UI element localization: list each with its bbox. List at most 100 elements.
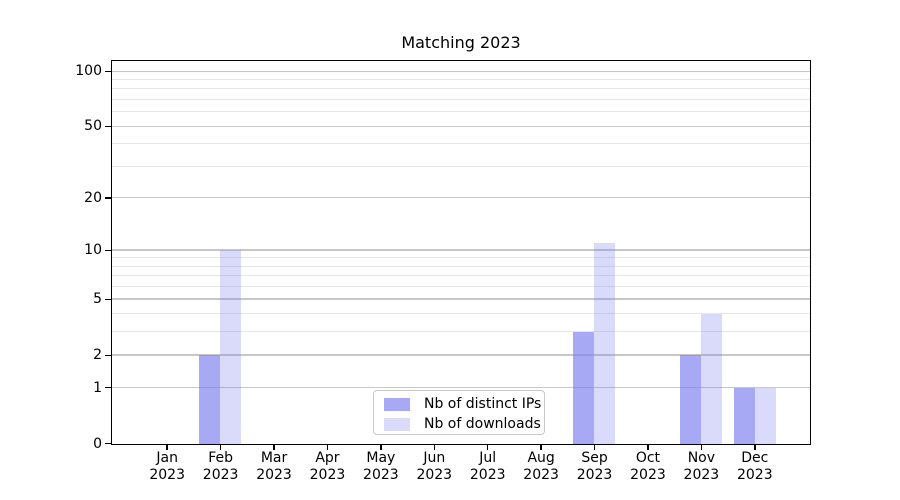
gridline-major	[112, 70, 810, 72]
legend-label-distinct-ips: Nb of distinct IPs	[424, 396, 542, 412]
y-tick-label: 1	[93, 379, 102, 396]
legend-swatch-distinct-ips	[384, 397, 410, 411]
x-tick-year: 2023	[416, 467, 453, 483]
y-tick-label: 10	[84, 242, 102, 259]
gridline-major	[112, 125, 810, 127]
legend-label-downloads: Nb of downloads	[424, 416, 541, 432]
x-tick-mark	[593, 445, 596, 450]
x-tick-year: 2023	[523, 467, 559, 483]
x-tick-label: Jun 2023	[394, 450, 474, 484]
x-tick-label: Sep 2023	[555, 450, 635, 484]
y-tick-label: 2	[93, 347, 102, 364]
x-tick-mark	[380, 445, 382, 450]
y-tick-mark	[105, 443, 111, 445]
x-tick-mark	[273, 445, 275, 450]
x-tick-month: May	[366, 450, 396, 466]
x-tick-month: Apr	[315, 450, 340, 466]
bar-nb-of-distinct-ips	[199, 354, 221, 444]
gridline-minor	[112, 88, 810, 90]
gridline-major	[112, 298, 810, 300]
bar-nb-of-downloads	[594, 243, 616, 444]
x-tick-mark	[700, 445, 703, 450]
x-tick-mark	[219, 445, 222, 450]
x-tick-month: Aug	[527, 450, 555, 466]
x-tick-month: Mar	[260, 450, 288, 466]
y-tick-label: 20	[84, 190, 102, 207]
y-tick-mark	[105, 354, 111, 356]
plot-area	[111, 60, 811, 445]
x-tick-label: Oct 2023	[608, 450, 688, 484]
x-tick-label: May 2023	[341, 450, 421, 484]
gridline-major	[112, 197, 810, 199]
y-tick-label: 0	[93, 435, 102, 452]
x-tick-year: 2023	[469, 467, 506, 483]
x-tick-label: Feb 2023	[181, 450, 261, 484]
x-tick-mark	[754, 445, 756, 450]
gridline-major	[112, 387, 810, 389]
x-tick-label: Jul 2023	[448, 450, 528, 484]
x-tick-month: Feb	[208, 450, 233, 466]
legend: Nb of distinct IPs Nb of downloads	[373, 390, 545, 435]
x-tick-year: 2023	[683, 467, 720, 483]
x-tick-month: Sep	[581, 450, 608, 466]
x-tick-label: Mar 2023	[234, 450, 314, 484]
x-tick-mark	[540, 445, 542, 450]
legend-item-downloads: Nb of downloads	[384, 414, 544, 434]
gridline-minor	[112, 313, 810, 315]
y-tick-label: 5	[93, 291, 102, 308]
bar-nb-of-downloads	[754, 387, 776, 444]
x-tick-month: Oct	[635, 450, 661, 466]
gridline-minor	[112, 79, 810, 81]
x-tick-year: 2023	[363, 467, 399, 483]
y-tick-label: 100	[75, 63, 102, 80]
gridline-minor	[112, 165, 810, 167]
x-tick-year: 2023	[202, 467, 239, 483]
y-tick-mark	[105, 387, 111, 389]
x-tick-month: Nov	[687, 450, 716, 466]
x-tick-label: Nov 2023	[661, 450, 741, 484]
bar-nb-of-distinct-ips	[680, 354, 702, 444]
x-tick-label: Dec 2023	[715, 450, 795, 484]
x-tick-month: Dec	[741, 450, 769, 466]
gridlines-layer	[112, 61, 810, 444]
x-tick-year: 2023	[576, 467, 613, 483]
bar-nb-of-distinct-ips	[733, 387, 755, 444]
x-tick-year: 2023	[309, 467, 346, 483]
bar-nb-of-downloads	[701, 313, 723, 444]
x-tick-year: 2023	[630, 467, 666, 483]
gridline-major	[112, 354, 810, 356]
y-tick-mark	[105, 70, 111, 72]
gridline-minor	[112, 143, 810, 145]
x-tick-label: Aug 2023	[501, 450, 581, 484]
legend-swatch-downloads	[384, 417, 410, 431]
gridline-minor	[112, 111, 810, 113]
gridline-minor	[112, 265, 810, 267]
gridline-minor	[112, 257, 810, 259]
y-tick-mark	[105, 125, 111, 128]
x-tick-month: Jan	[156, 450, 178, 466]
x-tick-year: 2023	[256, 467, 292, 483]
y-tick-label: 50	[84, 118, 102, 135]
gridline-minor	[112, 275, 810, 277]
gridline-minor	[112, 99, 810, 101]
x-tick-year: 2023	[736, 467, 773, 483]
bar-nb-of-downloads	[220, 250, 242, 444]
y-tick-mark	[105, 298, 111, 300]
bars-layer	[112, 61, 810, 444]
legend-item-distinct-ips: Nb of distinct IPs	[384, 394, 544, 414]
x-tick-mark	[647, 445, 649, 450]
y-tick-mark	[105, 249, 111, 251]
x-tick-mark	[166, 445, 168, 450]
x-tick-year: 2023	[149, 467, 185, 483]
gridline-minor	[112, 331, 810, 333]
x-tick-mark	[433, 445, 436, 450]
gridline-minor	[112, 286, 810, 288]
y-tick-mark	[105, 197, 111, 199]
chart-title: Matching 2023	[401, 33, 521, 52]
x-tick-mark	[486, 445, 489, 450]
x-tick-mark	[326, 445, 329, 450]
x-tick-label: Apr 2023	[287, 450, 367, 484]
bar-nb-of-distinct-ips	[573, 331, 595, 444]
gridline-major	[112, 249, 810, 251]
